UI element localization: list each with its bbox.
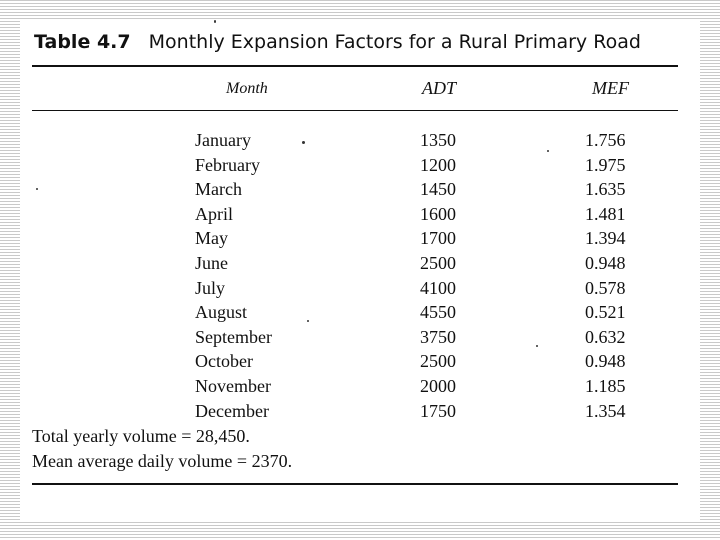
month-cell: November [195,375,271,396]
mef-cell: 0.578 [585,277,626,298]
month-cell: April [195,203,233,224]
table-caption: Monthly Expansion Factors for a Rural Pr… [148,31,641,53]
table-row: January 1350 1.756 [20,130,700,155]
mef-cell: 1.635 [585,179,626,200]
table-title: Table 4.7 Monthly Expansion Factors for … [34,31,641,53]
table-row: December 1750 1.354 [20,401,700,426]
mef-cell: 1.394 [585,228,626,249]
scan-speck [307,320,309,322]
header-rule [32,110,678,111]
month-cell: January [195,130,251,150]
bottom-rule [32,483,678,485]
adt-cell: 4100 [420,277,456,298]
month-cell: July [195,277,226,298]
mean-daily-volume-note: Mean average daily volume = 2370. [32,451,293,471]
adt-cell: 4550 [420,302,456,323]
scan-speck [36,188,38,190]
top-rule [32,65,678,67]
header-mef: MEF [592,78,629,98]
table-row: February 1200 1.975 [20,155,700,180]
table-row: November 2000 1.185 [20,376,700,401]
month-cell: February [195,154,260,175]
adt-cell: 2500 [420,351,456,372]
mef-cell: 1.756 [585,130,626,150]
table-row: April 1600 1.481 [20,204,700,229]
adt-cell: 2000 [420,375,456,396]
table-row: June 2500 0.948 [20,253,700,278]
header-month: Month [226,80,268,97]
mef-cell: 0.948 [585,351,626,372]
month-cell: August [195,302,248,323]
mef-cell: 1.975 [585,154,626,175]
adt-cell: 1600 [420,203,456,224]
adt-cell: 1200 [420,154,456,175]
table-row: August 4550 0.521 [20,302,700,327]
month-cell: March [195,179,242,200]
scan-speck [302,141,305,144]
mef-cell: 0.521 [585,302,626,323]
adt-cell: 1750 [420,400,456,421]
table-row: July 4100 0.578 [20,278,700,303]
mef-cell: 1.354 [585,400,626,421]
month-cell: December [195,400,269,421]
month-cell: September [195,326,272,347]
month-cell: June [195,252,228,273]
adt-cell: 3750 [420,326,456,347]
adt-cell: 2500 [420,252,456,273]
table-row: March 1450 1.635 [20,179,700,204]
adt-cell: 1350 [420,130,456,150]
adt-cell: 1700 [420,228,456,249]
scan-speck [536,345,538,347]
header-adt: ADT [422,78,457,98]
table-body: January 1350 1.756 February 1200 1.975 M… [20,130,700,425]
month-cell: May [195,228,228,249]
table-row: May 1700 1.394 [20,228,700,253]
mef-cell: 1.481 [585,203,626,224]
mef-cell: 1.185 [585,375,626,396]
mef-cell: 0.632 [585,326,626,347]
scan-speck [214,20,216,23]
mef-cell: 0.948 [585,252,626,273]
total-yearly-volume-note: Total yearly volume = 28,450. [32,426,250,446]
scan-speck [547,150,549,152]
table-number: Table 4.7 [34,31,131,53]
table-row: September 3750 0.632 [20,327,700,352]
month-cell: October [195,351,253,372]
adt-cell: 1450 [420,179,456,200]
slide: Table 4.7 Monthly Expansion Factors for … [20,20,700,520]
table-row: October 2500 0.948 [20,351,700,376]
